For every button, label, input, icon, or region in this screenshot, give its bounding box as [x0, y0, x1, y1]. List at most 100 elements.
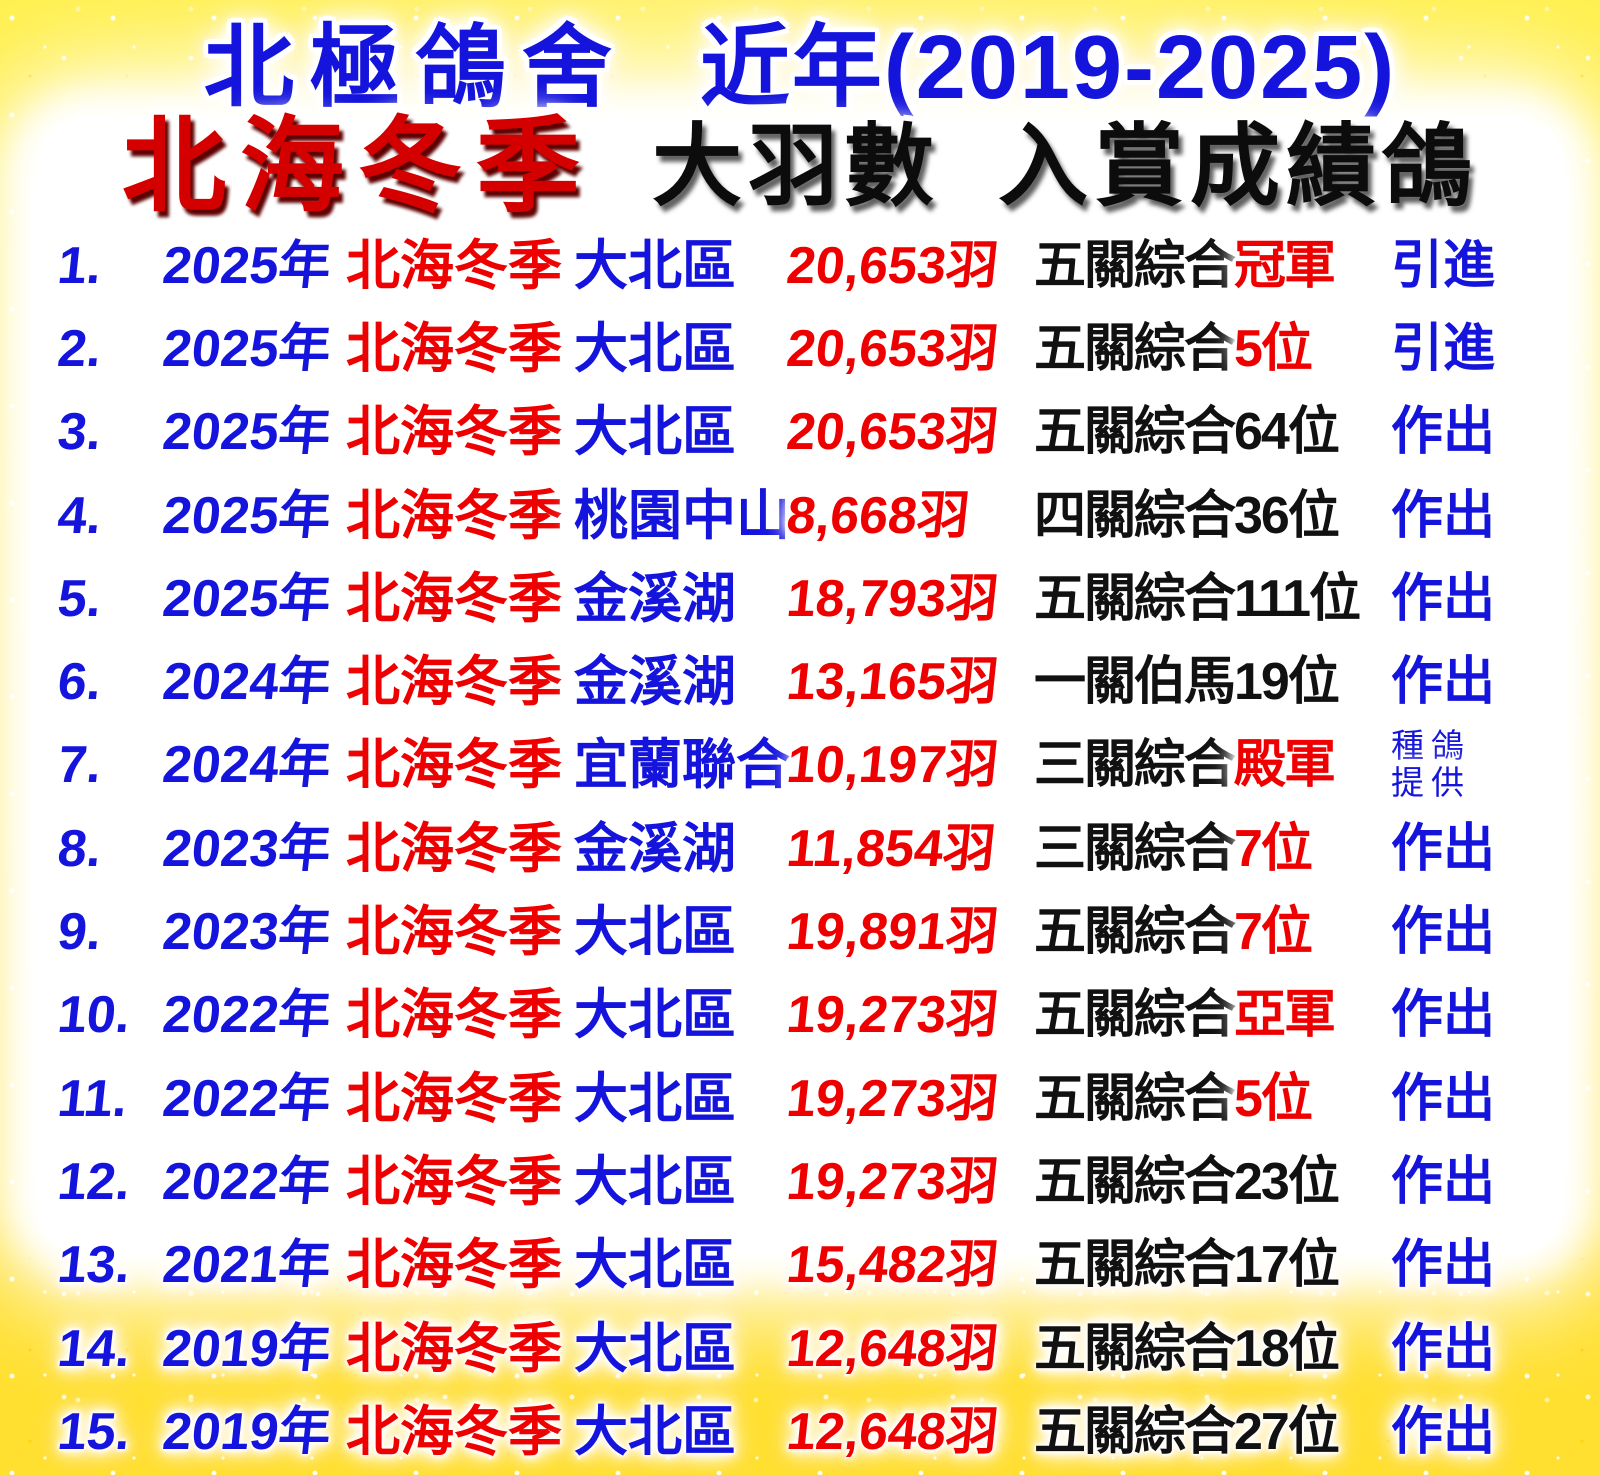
row-location: 金溪湖	[574, 818, 736, 879]
row-award-rank-text: 三關綜合	[1034, 736, 1236, 795]
row-source: 作出	[1391, 486, 1496, 545]
table-row: 7. 2024年 北海冬季 宜蘭聯合 10,197羽 三關綜合殿軍 種鴿 提供	[0, 724, 1600, 807]
row-award-placement: 殿軍	[1234, 736, 1336, 795]
row-year: 2019年	[159, 1319, 334, 1378]
table-row: 4. 2025年 北海冬季 桃園中山 8,668羽 四關綜合36位 作出	[0, 474, 1600, 557]
row-award-rank-text: 五關綜合23位	[1034, 1152, 1340, 1211]
row-source: 種鴿 提供	[1391, 727, 1471, 802]
row-series: 北海冬季	[346, 985, 562, 1046]
row-bird-count: 19,891羽	[783, 903, 1002, 962]
row-year: 2025年	[159, 486, 334, 545]
row-series: 北海冬季	[346, 485, 562, 546]
table-row: 11. 2022年 北海冬季 大北區 19,273羽 五關綜合5位 作出	[0, 1057, 1600, 1140]
row-number: 4.	[54, 486, 105, 545]
title-period: 近年(2019-2025)	[699, 18, 1397, 118]
row-series: 北海冬季	[346, 1235, 562, 1296]
series-name: 北海冬季	[121, 109, 594, 225]
row-bird-count: 18,793羽	[783, 569, 1002, 628]
row-source: 作出	[1391, 569, 1496, 628]
row-location: 大北區	[574, 1235, 736, 1296]
row-bird-count: 20,653羽	[783, 403, 1002, 462]
row-year: 2025年	[159, 569, 334, 628]
subtitle-bird-count: 大羽數	[652, 117, 940, 217]
row-bird-count: 12,648羽	[783, 1319, 1002, 1378]
table-row: 2. 2025年 北海冬季 大北區 20,653羽 五關綜合5位 引進	[0, 307, 1600, 390]
row-award-rank-text: 五關綜合27位	[1034, 1402, 1340, 1461]
row-year: 2021年	[159, 1236, 334, 1295]
row-location: 大北區	[574, 902, 736, 963]
title-line-2: 北海冬季 大羽數 入賞成績鴿	[0, 108, 1600, 226]
row-bird-count: 19,273羽	[783, 1152, 1002, 1211]
row-location: 大北區	[574, 318, 736, 379]
row-award-placement: 冠軍	[1234, 236, 1336, 295]
row-year: 2025年	[159, 319, 334, 378]
row-series: 北海冬季	[346, 235, 562, 296]
row-number: 13.	[54, 1236, 134, 1295]
row-bird-count: 10,197羽	[783, 736, 1002, 795]
row-number: 14.	[54, 1319, 134, 1378]
row-award: 五關綜合18位	[1034, 1323, 1391, 1375]
row-year: 2022年	[159, 1069, 334, 1128]
row-source: 作出	[1391, 819, 1496, 878]
row-location: 金溪湖	[574, 652, 736, 713]
row-bird-count: 19,273羽	[783, 986, 1002, 1045]
row-award: 五關綜合23位	[1034, 1156, 1391, 1208]
row-number: 1.	[54, 236, 105, 295]
row-award-rank-text: 五關綜合	[1034, 986, 1236, 1045]
table-row: 9. 2023年 北海冬季 大北區 19,891羽 五關綜合7位 作出	[0, 890, 1600, 973]
table-row: 5. 2025年 北海冬季 金溪湖 18,793羽 五關綜合111位 作出	[0, 557, 1600, 640]
table-row: 10. 2022年 北海冬季 大北區 19,273羽 五關綜合亞軍 作出	[0, 974, 1600, 1057]
row-number: 3.	[54, 403, 105, 462]
row-award: 五關綜合5位	[1034, 1073, 1391, 1125]
row-number: 10.	[54, 986, 134, 1045]
row-bird-count: 11,854羽	[783, 819, 999, 878]
row-source: 作出	[1391, 1402, 1496, 1461]
row-award-placement: 5位	[1234, 319, 1313, 378]
table-row: 14. 2019年 北海冬季 大北區 12,648羽 五關綜合18位 作出	[0, 1307, 1600, 1390]
row-source: 作出	[1391, 903, 1496, 962]
table-row: 3. 2025年 北海冬季 大北區 20,653羽 五關綜合64位 作出	[0, 391, 1600, 474]
row-award-rank-text: 五關綜合111位	[1034, 569, 1361, 628]
subtitle-award-results: 入賞成績鴿	[998, 117, 1478, 217]
row-series: 北海冬季	[346, 402, 562, 463]
table-row: 6. 2024年 北海冬季 金溪湖 13,165羽 一關伯馬19位 作出	[0, 640, 1600, 723]
row-award-rank-text: 五關綜合	[1034, 319, 1236, 378]
row-award: 五關綜合冠軍	[1034, 240, 1391, 292]
row-award: 五關綜合111位	[1034, 573, 1391, 625]
row-location: 大北區	[574, 1151, 736, 1212]
row-award-rank-text: 五關綜合18位	[1034, 1319, 1340, 1378]
row-series: 北海冬季	[346, 318, 562, 379]
row-year: 2025年	[159, 403, 334, 462]
row-number: 11.	[54, 1069, 131, 1128]
row-source: 引進	[1391, 236, 1496, 295]
row-source: 作出	[1391, 986, 1496, 1045]
row-number: 8.	[54, 819, 105, 878]
row-number: 6.	[54, 653, 105, 712]
row-series: 北海冬季	[346, 1318, 562, 1379]
row-bird-count: 19,273羽	[783, 1069, 1002, 1128]
row-year: 2025年	[159, 236, 334, 295]
row-bird-count: 13,165羽	[783, 653, 1002, 712]
row-award-placement: 亞軍	[1234, 986, 1336, 1045]
row-year: 2023年	[159, 903, 334, 962]
row-location: 大北區	[574, 1401, 736, 1462]
row-series: 北海冬季	[346, 818, 562, 879]
row-source: 作出	[1391, 1319, 1496, 1378]
table-row: 1. 2025年 北海冬季 大北區 20,653羽 五關綜合冠軍 引進	[0, 224, 1600, 307]
row-location: 桃園中山	[574, 485, 790, 546]
row-location: 金溪湖	[574, 568, 736, 629]
row-award: 五關綜合亞軍	[1034, 989, 1391, 1041]
row-award-rank-text: 三關綜合	[1034, 819, 1236, 878]
row-series: 北海冬季	[346, 1151, 562, 1212]
row-location: 宜蘭聯合	[574, 735, 790, 796]
row-bird-count: 15,482羽	[783, 1236, 1002, 1295]
row-award-rank-text: 五關綜合	[1034, 1069, 1236, 1128]
table-row: 12. 2022年 北海冬季 大北區 19,273羽 五關綜合23位 作出	[0, 1140, 1600, 1223]
row-award-placement: 7位	[1234, 903, 1313, 962]
row-number: 9.	[54, 903, 105, 962]
results-table: 1. 2025年 北海冬季 大北區 20,653羽 五關綜合冠軍 引進 2. 2…	[0, 224, 1600, 1473]
row-series: 北海冬季	[346, 1068, 562, 1129]
row-number: 5.	[54, 569, 105, 628]
row-source: 作出	[1391, 1069, 1496, 1128]
